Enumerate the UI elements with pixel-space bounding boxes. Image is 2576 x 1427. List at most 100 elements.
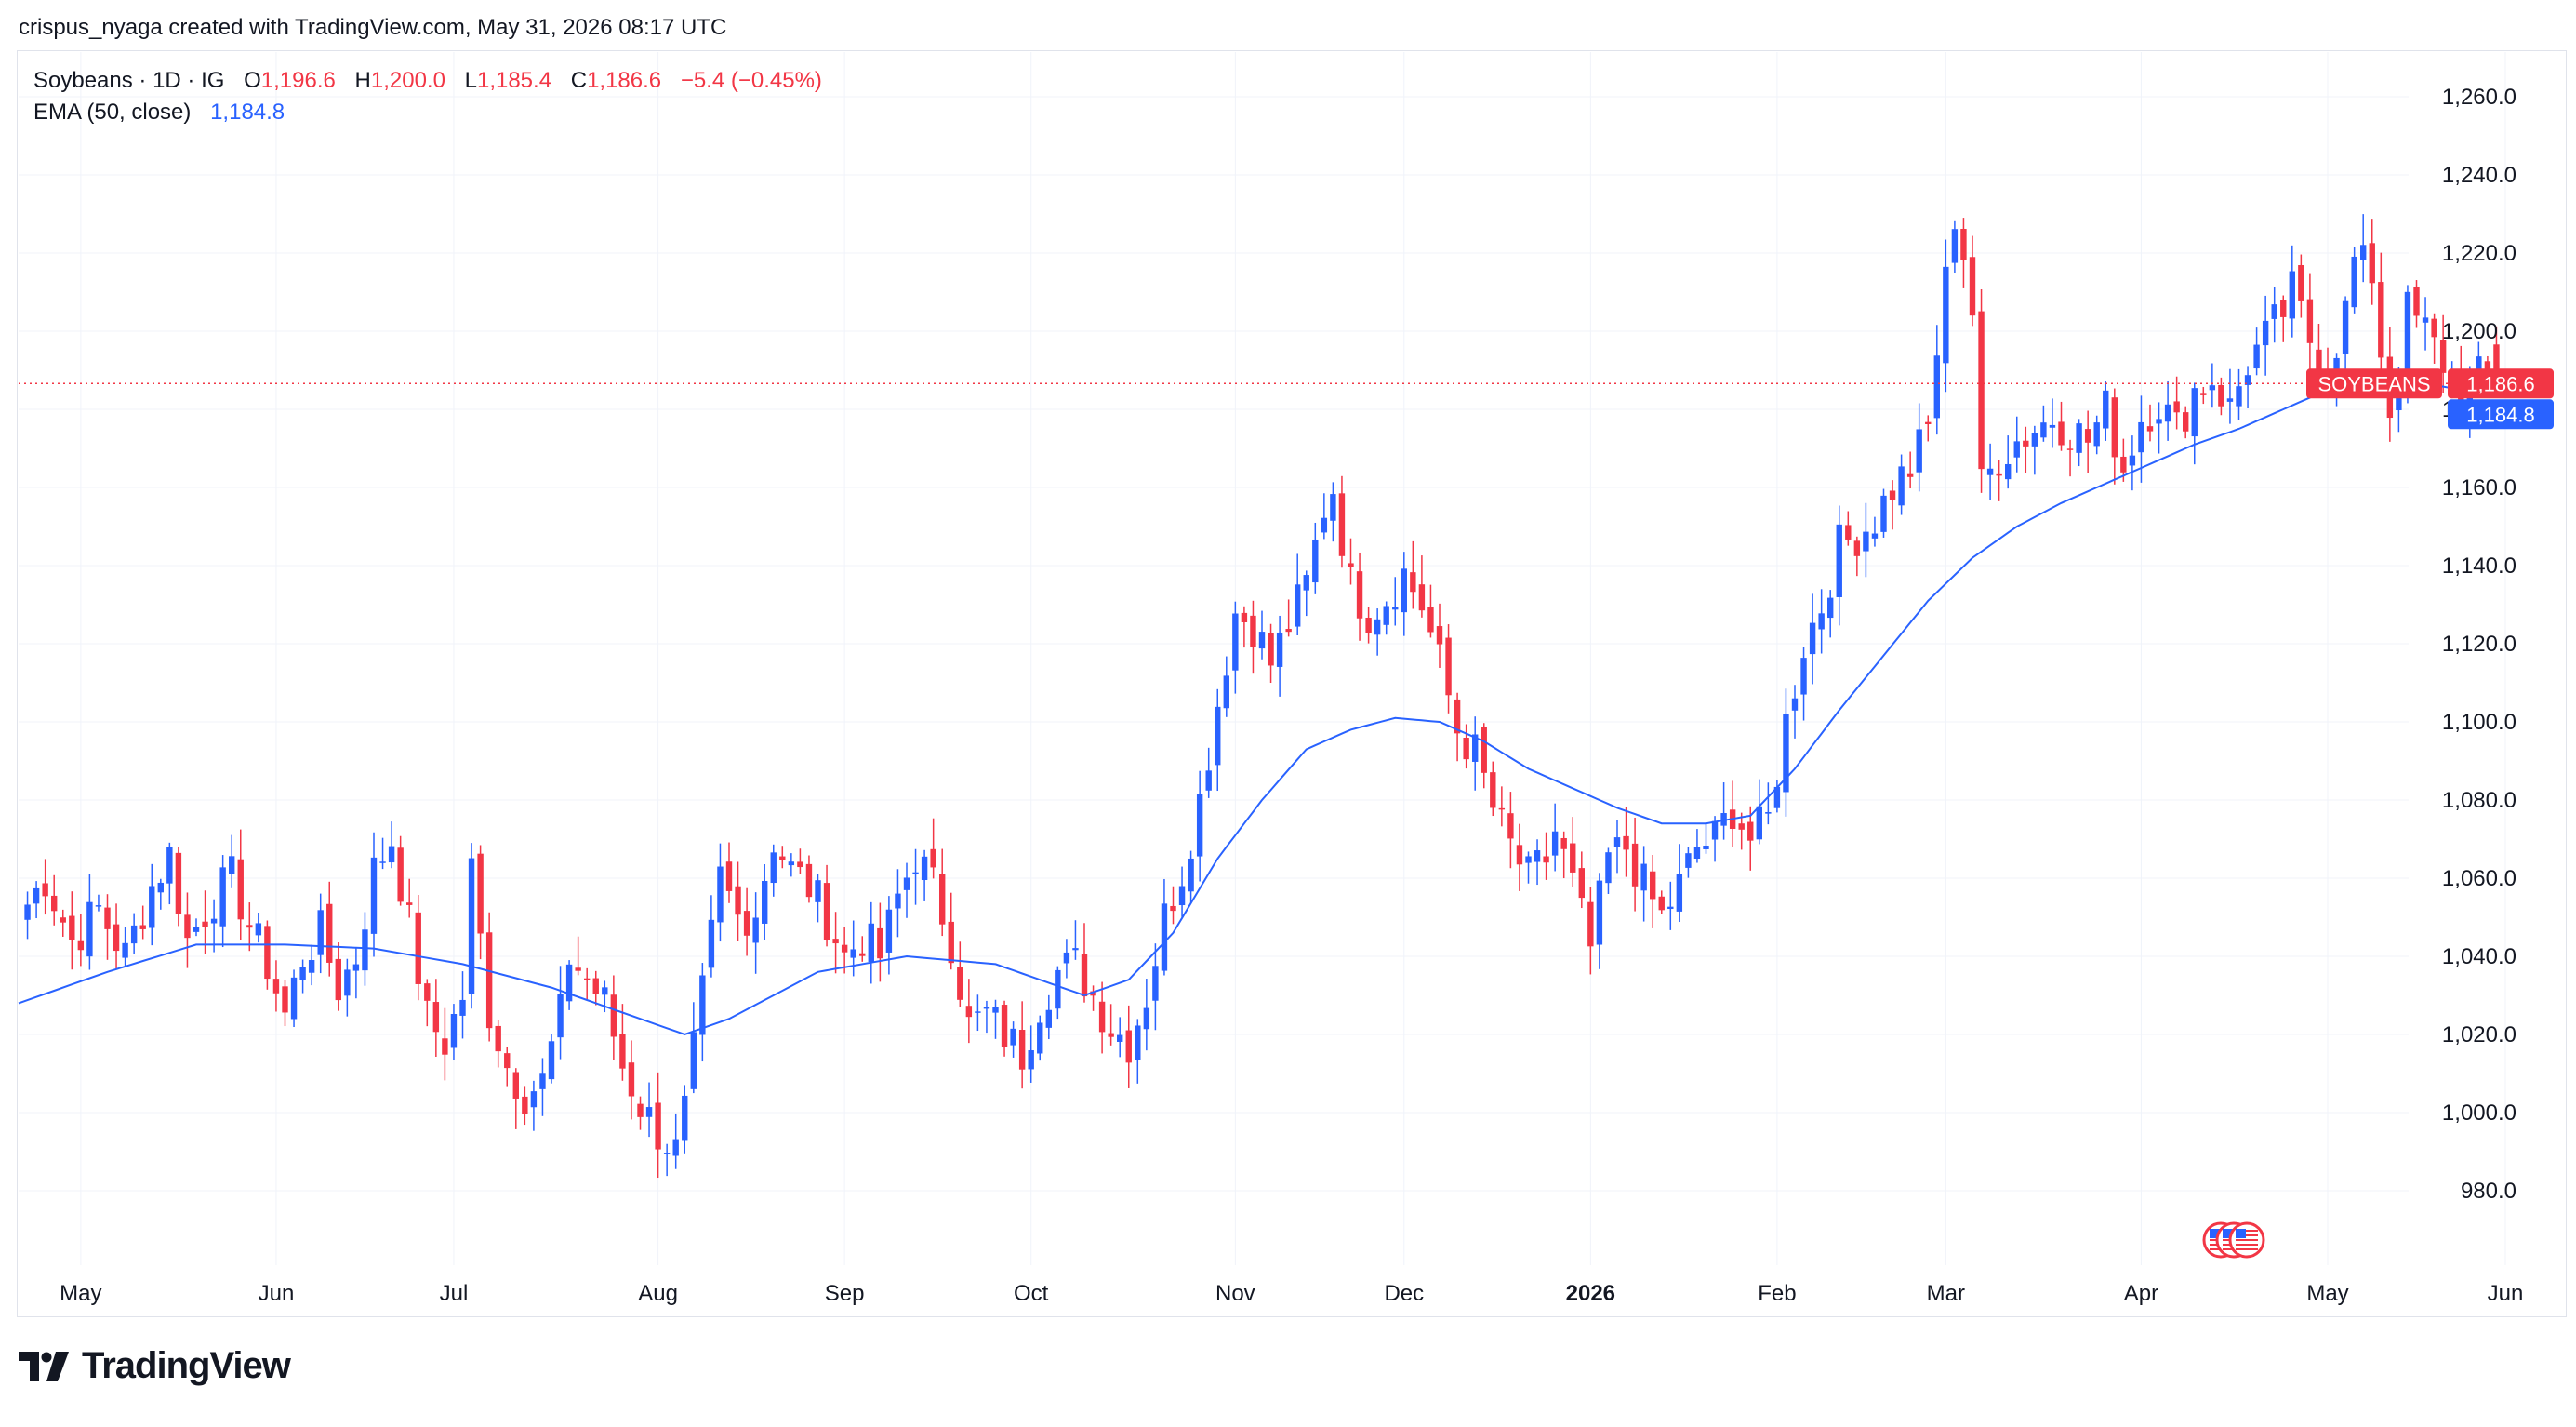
- candle-up: [850, 920, 856, 977]
- candle-up: [468, 843, 475, 1009]
- candle-body: [1889, 490, 1896, 500]
- candle-body: [2316, 349, 2322, 375]
- flag-canton: [2223, 1229, 2233, 1238]
- candle-body: [77, 940, 85, 951]
- candle-down: [184, 892, 191, 968]
- last-price-tag-label: 1,186.6: [2466, 372, 2534, 395]
- candle-body: [1773, 786, 1781, 808]
- candle-body: [2156, 419, 2162, 424]
- candle-body: [1152, 966, 1159, 1001]
- chart-credit: crispus_nyaga created with TradingView.c…: [19, 15, 727, 40]
- time-tick-label: Jul: [440, 1281, 469, 1306]
- candle-body: [1365, 617, 1372, 633]
- candle-body: [930, 848, 936, 868]
- tradingview-logo[interactable]: TradingView: [19, 1345, 291, 1387]
- candle-body: [1996, 473, 2002, 476]
- candle-body: [370, 857, 378, 934]
- candle-body: [1836, 524, 1842, 597]
- us-flag-icon[interactable]: [2202, 1221, 2265, 1259]
- candle-body: [1827, 597, 1834, 619]
- candle-down: [522, 1086, 528, 1126]
- candle-body: [2476, 356, 2482, 376]
- candle-body: [2111, 397, 2118, 458]
- candle-body: [957, 967, 963, 1000]
- candle-body: [1809, 622, 1816, 655]
- candle-body: [522, 1096, 528, 1114]
- legend-high-label: H: [354, 68, 371, 93]
- candle-body: [637, 1103, 644, 1117]
- candle-down: [2058, 401, 2065, 451]
- candle-body: [432, 1002, 440, 1033]
- legend-symbol[interactable]: Soybeans · 1D · IG: [33, 68, 225, 93]
- candle-down: [655, 1072, 661, 1179]
- candle-body: [1436, 626, 1443, 645]
- candle-body: [1055, 969, 1061, 1009]
- candle-body: [1081, 954, 1088, 997]
- price-tags: SOYBEANS 1,186.6 1,184.8: [2306, 368, 2554, 430]
- candle-down: [1098, 981, 1106, 1054]
- price-tick-label: 1,120.0: [2442, 632, 2516, 657]
- candle-up: [1809, 593, 1816, 685]
- legend-ema-label[interactable]: EMA (50, close): [33, 100, 192, 125]
- candle-body: [1063, 952, 1070, 964]
- candle-down: [1543, 832, 1549, 880]
- candle-up: [1667, 881, 1674, 930]
- price-tick-label: 1,060.0: [2442, 866, 2516, 891]
- candle-body: [450, 1014, 458, 1048]
- candle-up: [1676, 844, 1683, 923]
- candle-body: [2244, 375, 2251, 385]
- candle-down: [948, 892, 954, 970]
- legend-low-label: L: [464, 68, 477, 93]
- candle-body: [983, 1007, 990, 1009]
- candle-up: [885, 896, 893, 975]
- candle-up: [1374, 608, 1381, 656]
- candle-body: [1143, 1007, 1150, 1030]
- candle-body: [42, 883, 48, 897]
- candle-body: [149, 886, 155, 928]
- candle-body: [1338, 493, 1346, 556]
- price-tick-label: 1,040.0: [2442, 944, 2516, 969]
- candle-body: [1285, 629, 1292, 633]
- candle-up: [1703, 822, 1709, 854]
- candle-up: [1783, 688, 1789, 817]
- candle-up: [2422, 297, 2429, 351]
- candle-up: [717, 843, 724, 942]
- candle-body: [868, 923, 874, 962]
- candle-body: [1125, 1030, 1132, 1063]
- candle-down: [1018, 1001, 1026, 1089]
- candle-body: [1135, 1025, 1141, 1060]
- candle-up: [2226, 368, 2234, 424]
- candle-down: [1978, 288, 1985, 493]
- candle-up: [1863, 502, 1869, 578]
- candle-down: [1729, 780, 1736, 847]
- candle-down: [175, 847, 182, 927]
- ema-line: [18, 377, 2497, 1036]
- candle-body: [2138, 421, 2144, 453]
- candle-body: [2093, 422, 2100, 447]
- candle-down: [841, 927, 848, 974]
- candle-up: [24, 891, 31, 940]
- candle-up: [983, 1000, 990, 1034]
- candle-body: [1818, 613, 1825, 630]
- price-tick-label: 1,140.0: [2442, 553, 2516, 579]
- candle-down: [1170, 886, 1176, 925]
- candle-body: [379, 861, 386, 863]
- candle-down: [1498, 786, 1506, 827]
- candle-down: [2378, 252, 2384, 377]
- candle-up: [815, 874, 821, 923]
- candle-body: [1312, 539, 1319, 583]
- candle-body: [1916, 429, 1922, 473]
- candle-body: [752, 917, 759, 943]
- symbol-tag-label: SOYBEANS: [2317, 372, 2430, 395]
- candle-down: [326, 881, 333, 977]
- candle-down: [1348, 538, 1354, 585]
- price-tick-label: 1,100.0: [2442, 710, 2516, 735]
- candle-body: [2289, 271, 2295, 319]
- candle-body: [1631, 843, 1639, 887]
- candle-body: [1427, 607, 1434, 633]
- candle-up: [2271, 287, 2277, 343]
- legend-open-value: 1,196.6: [260, 68, 336, 93]
- candle-up: [1037, 1015, 1043, 1061]
- candle-body: [975, 1011, 981, 1013]
